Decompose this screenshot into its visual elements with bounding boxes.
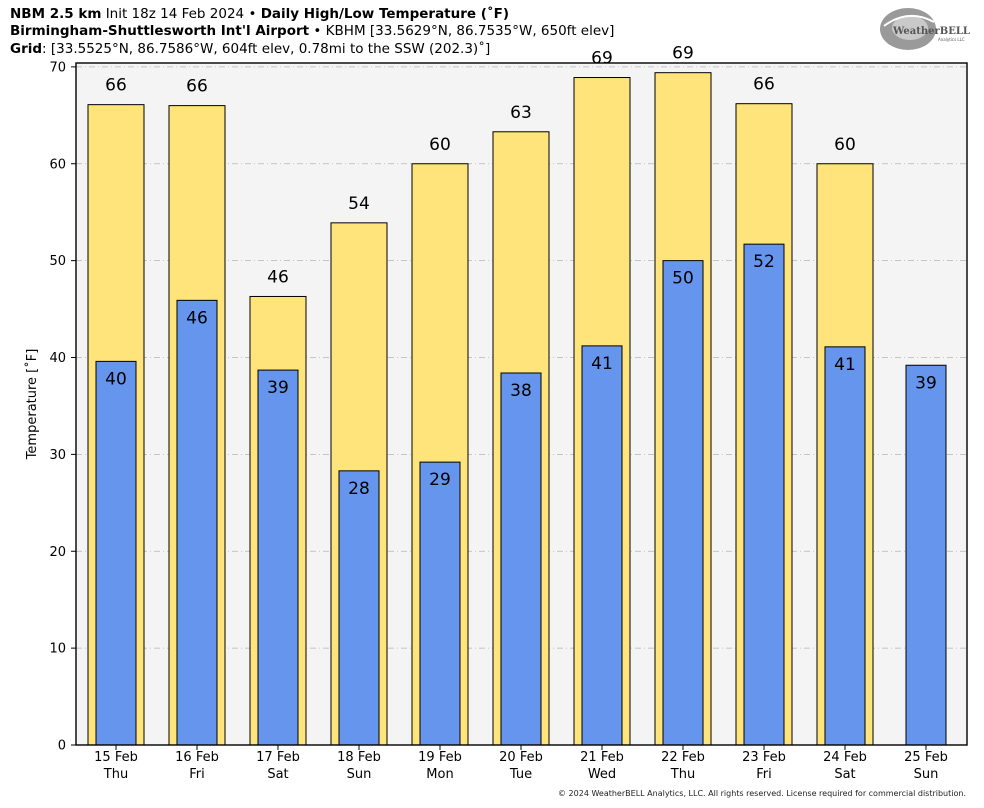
logo-swirl-arc bbox=[883, 15, 935, 27]
low-bar bbox=[338, 470, 380, 746]
low-label: 41 bbox=[591, 354, 613, 374]
grid-label: Grid bbox=[10, 41, 43, 57]
y-tick-label-50: 50 bbox=[49, 254, 66, 269]
x-tick-date: 23 Feb bbox=[742, 750, 786, 765]
high-label: 69 bbox=[672, 44, 694, 64]
high-label: 63 bbox=[510, 103, 532, 123]
logo-subtext: Analytics LLC bbox=[938, 37, 965, 42]
high-label: 66 bbox=[753, 75, 775, 95]
bar-layer bbox=[87, 72, 947, 746]
y-axis-label: Temperature [˚F] bbox=[24, 349, 40, 461]
x-tick-day: Tue bbox=[509, 767, 532, 782]
x-tick-day: Wed bbox=[588, 767, 616, 782]
title-line-3: Grid: [33.5525°N, 86.7586°W, 604ft elev,… bbox=[10, 41, 490, 57]
x-tick-day: Thu bbox=[670, 767, 695, 782]
low-label: 46 bbox=[186, 308, 208, 328]
low-bar bbox=[824, 346, 866, 746]
low-label: 29 bbox=[429, 470, 451, 490]
axis-layer: 0 10 20 30 40 50 60 70 15 Feb Thu 16 Feb Fri 17 Feb S… bbox=[49, 60, 947, 782]
low-bar bbox=[662, 260, 704, 746]
x-tick-day: Mon bbox=[426, 767, 453, 782]
x-tick-day: Sat bbox=[267, 767, 288, 782]
grid-info: : [33.5525°N, 86.7586°W, 604ft elev, 0.7… bbox=[42, 41, 491, 57]
high-label: 60 bbox=[429, 135, 451, 155]
x-tick-date: 15 Feb bbox=[94, 750, 138, 765]
weatherbell-logo: WeatherBELL Analytics LLC bbox=[880, 8, 970, 50]
low-bar bbox=[743, 243, 785, 746]
low-bar bbox=[581, 345, 623, 746]
y-tick-label-20: 20 bbox=[49, 545, 66, 560]
title-line-2: Birmingham-Shuttlesworth Int'l Airport •… bbox=[10, 23, 614, 39]
x-tick-day: Thu bbox=[103, 767, 128, 782]
x-tick-date: 17 Feb bbox=[256, 750, 300, 765]
station-info: KBHM [33.5629°N, 86.7535°W, 650ft elev] bbox=[325, 23, 615, 39]
low-bar bbox=[905, 364, 947, 746]
x-tick-day: Fri bbox=[756, 767, 772, 782]
model-name: NBM 2.5 km bbox=[10, 6, 102, 22]
x-tick-date: 19 Feb bbox=[418, 750, 462, 765]
low-label: 52 bbox=[753, 252, 775, 272]
x-tick-day: Sun bbox=[914, 767, 939, 782]
x-tick-day: Sat bbox=[834, 767, 855, 782]
bullet: • bbox=[248, 6, 257, 22]
y-tick-label-30: 30 bbox=[49, 448, 66, 463]
high-label: 46 bbox=[267, 267, 289, 287]
init-time: Init 18z 14 Feb 2024 bbox=[105, 6, 245, 22]
y-tick-label-60: 60 bbox=[49, 157, 66, 172]
title-line-1: NBM 2.5 km Init 18z 14 Feb 2024 • Daily … bbox=[10, 6, 509, 22]
bullet: • bbox=[313, 23, 322, 39]
low-bar bbox=[500, 372, 542, 746]
low-bar bbox=[176, 299, 218, 746]
x-tick-day: Fri bbox=[189, 767, 205, 782]
product-name: Daily High/Low Temperature (˚F) bbox=[260, 6, 510, 22]
low-label: 39 bbox=[915, 373, 937, 393]
x-tick-date: 24 Feb bbox=[823, 750, 867, 765]
station-name: Birmingham-Shuttlesworth Int'l Airport bbox=[10, 23, 310, 39]
low-label: 40 bbox=[105, 369, 127, 389]
x-tick-day: Sun bbox=[347, 767, 372, 782]
copyright: © 2024 WeatherBELL Analytics, LLC. All r… bbox=[558, 789, 966, 798]
high-label: 60 bbox=[834, 135, 856, 155]
logo-text: WeatherBELL bbox=[892, 26, 970, 37]
x-tick-date: 16 Feb bbox=[175, 750, 219, 765]
low-bar bbox=[419, 461, 461, 746]
x-tick-date: 18 Feb bbox=[337, 750, 381, 765]
high-label: 54 bbox=[348, 194, 370, 214]
x-tick-date: 22 Feb bbox=[661, 750, 705, 765]
high-label: 66 bbox=[186, 77, 208, 97]
high-label: 69 bbox=[591, 49, 613, 69]
x-tick-date: 21 Feb bbox=[580, 750, 624, 765]
low-label: 28 bbox=[348, 479, 370, 499]
low-label: 41 bbox=[834, 355, 856, 375]
low-bar bbox=[257, 369, 299, 746]
x-tick-date: 25 Feb bbox=[904, 750, 948, 765]
low-label: 39 bbox=[267, 378, 289, 398]
y-tick-label-40: 40 bbox=[49, 351, 66, 366]
y-tick-label-10: 10 bbox=[49, 642, 66, 657]
low-label: 50 bbox=[672, 269, 694, 289]
logo-swirl-inner bbox=[892, 16, 928, 40]
y-tick-label-0: 0 bbox=[58, 739, 66, 754]
y-tick-label-70: 70 bbox=[49, 60, 66, 75]
low-label: 38 bbox=[510, 381, 532, 401]
x-tick-date: 20 Feb bbox=[499, 750, 543, 765]
high-label: 66 bbox=[105, 76, 127, 96]
low-bar bbox=[95, 360, 137, 746]
